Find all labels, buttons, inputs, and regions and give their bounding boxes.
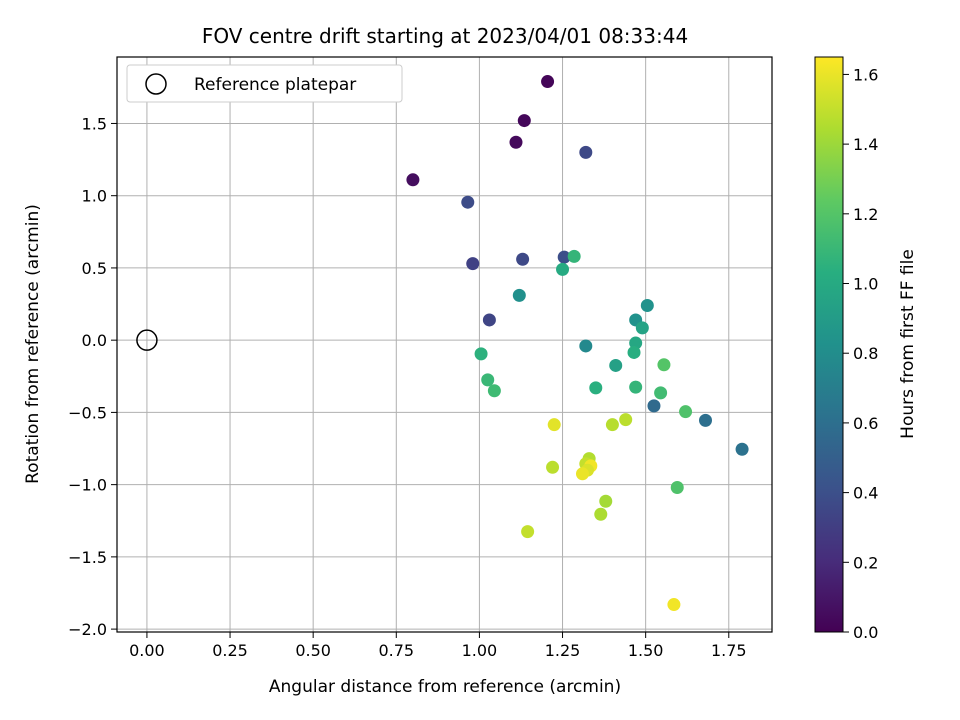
- data-point: [546, 460, 560, 474]
- colorbar-tick-label: 0.0: [853, 623, 878, 642]
- data-point: [679, 405, 693, 419]
- data-point: [635, 321, 649, 335]
- data-point: [699, 413, 713, 427]
- data-points: [406, 75, 749, 612]
- y-axis-ticks: −2.0 −1.5 −1.0 −0.5 0.0 0.5 1.0 1.5: [68, 114, 117, 639]
- data-point: [640, 298, 654, 312]
- x-tick-label: 1.50: [628, 641, 664, 660]
- y-tick-label: 1.0: [82, 187, 107, 206]
- legend-marker: [145, 73, 167, 95]
- colorbar-tick-label: 0.2: [853, 553, 878, 572]
- data-point: [627, 345, 641, 359]
- colorbar-tick-label: 0.4: [853, 484, 878, 503]
- data-point: [509, 135, 523, 149]
- data-point: [599, 494, 613, 508]
- x-tick-label: 0.75: [378, 641, 414, 660]
- colorbar-tick-label: 0.6: [853, 414, 878, 433]
- legend-label: Reference platepar: [194, 75, 356, 95]
- data-point: [482, 313, 496, 327]
- colorbar-tick-label: 1.6: [853, 65, 878, 84]
- colorbar-gradient: [814, 56, 844, 633]
- y-tick-label: −1.0: [68, 476, 107, 495]
- data-point: [667, 598, 681, 612]
- x-axis-label: Angular distance from reference (arcmin): [269, 677, 621, 697]
- data-point: [619, 413, 633, 427]
- data-point: [406, 173, 420, 187]
- x-tick-label: 1.25: [545, 641, 581, 660]
- colorbar: 0.0 0.2 0.4 0.6 0.8 1.0 1.2 1.4 1.6 Hours from f…: [814, 56, 918, 642]
- data-point: [481, 373, 495, 387]
- data-point: [516, 252, 530, 266]
- data-point: [567, 249, 581, 263]
- x-tick-label: 1.00: [462, 641, 498, 660]
- data-point: [647, 399, 661, 413]
- data-point: [557, 250, 571, 264]
- data-point: [629, 380, 643, 394]
- colorbar-label: Hours from first FF file: [898, 249, 918, 439]
- data-point: [670, 481, 684, 495]
- x-tick-label: 0.00: [129, 641, 165, 660]
- chart-title: FOV centre drift starting at 2023/04/01 …: [202, 24, 688, 48]
- data-point: [466, 257, 480, 271]
- y-tick-label: −1.5: [68, 548, 107, 567]
- data-point: [657, 358, 671, 372]
- legend: Reference platepar: [126, 64, 403, 103]
- data-point: [735, 442, 749, 456]
- colorbar-tick-label: 0.8: [853, 344, 878, 363]
- colorbar-tick-label: 1.2: [853, 205, 878, 224]
- x-tick-label: 0.25: [212, 641, 248, 660]
- data-point: [487, 384, 501, 398]
- data-point: [609, 358, 623, 372]
- data-point: [461, 195, 475, 209]
- reference-point-layer: [136, 329, 158, 351]
- data-point: [547, 418, 561, 432]
- data-point: [579, 339, 593, 353]
- data-point: [521, 525, 535, 539]
- data-point: [517, 114, 531, 128]
- y-tick-label: 0.0: [82, 331, 107, 350]
- grid: [117, 57, 772, 632]
- data-point: [594, 507, 608, 521]
- data-point: [474, 347, 488, 361]
- data-point: [575, 467, 589, 481]
- data-point: [541, 75, 555, 89]
- y-tick-label: 0.5: [82, 259, 107, 278]
- y-tick-label: 1.5: [82, 114, 107, 133]
- x-axis-ticks: 0.00 0.25 0.50 0.75 1.00 1.25 1.50 1.75: [129, 632, 747, 660]
- x-tick-label: 1.75: [711, 641, 747, 660]
- y-tick-label: −0.5: [68, 403, 107, 422]
- data-point: [512, 288, 526, 302]
- reference-platepar-marker: [136, 329, 158, 351]
- colorbar-tick-label: 1.0: [853, 275, 878, 294]
- data-point: [579, 145, 593, 159]
- x-tick-label: 0.50: [295, 641, 331, 660]
- colorbar-ticks: 0.0 0.2 0.4 0.6 0.8 1.0 1.2 1.4 1.6: [843, 65, 878, 642]
- data-point: [605, 418, 619, 432]
- plot-area-frame: [116, 56, 773, 633]
- colorbar-tick-label: 1.4: [853, 135, 878, 154]
- data-point: [556, 262, 570, 276]
- y-tick-label: −2.0: [68, 620, 107, 639]
- legend-box: [126, 64, 403, 103]
- data-point: [654, 386, 668, 400]
- y-axis-label: Rotation from reference (arcmin): [23, 204, 43, 484]
- data-point: [589, 381, 603, 395]
